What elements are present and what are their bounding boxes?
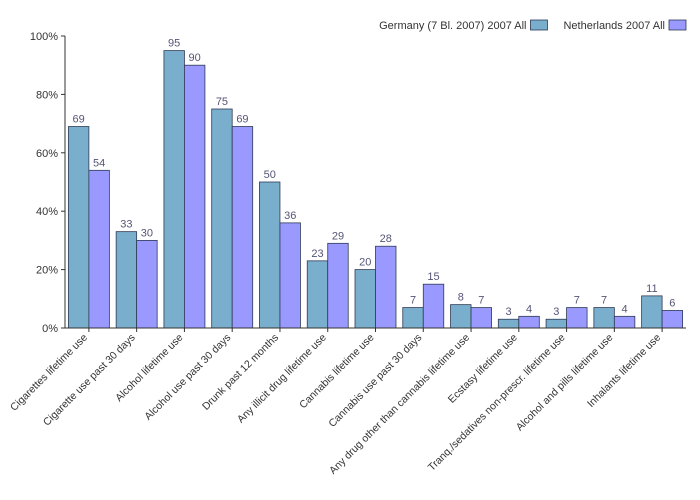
data-label: 30 <box>141 227 153 239</box>
legend-swatch <box>668 19 687 31</box>
bar-germany <box>115 231 138 329</box>
bar-germany <box>641 295 663 329</box>
legend-label: Germany (7 Bl. 2007) 2007 All <box>379 20 526 32</box>
data-label: 3 <box>553 306 559 318</box>
y-tick-label: 0% <box>42 323 58 335</box>
bar-germany <box>545 318 567 329</box>
bar-netherlands <box>661 310 684 329</box>
data-label: 90 <box>189 52 201 64</box>
y-tick-label: 100% <box>30 31 58 43</box>
bar-germany <box>593 307 615 329</box>
bar-germany <box>450 304 472 329</box>
bar-germany <box>306 260 329 329</box>
bar-netherlands <box>566 307 588 329</box>
bar-netherlands <box>88 169 110 329</box>
y-tick-label: 60% <box>36 148 58 160</box>
data-label: 7 <box>478 295 484 307</box>
x-tick-label: Cannabis use past 30 days <box>326 332 424 430</box>
data-label: 28 <box>380 233 392 245</box>
data-label: 7 <box>410 295 416 307</box>
data-label: 29 <box>332 230 344 242</box>
data-label: 4 <box>526 303 532 315</box>
data-label: 7 <box>574 295 580 307</box>
bar-netherlands <box>470 307 492 329</box>
bar-germany <box>211 108 233 329</box>
data-label: 69 <box>73 114 85 126</box>
bar-netherlands <box>327 242 349 329</box>
bar-germany <box>259 181 281 329</box>
x-tick-label: Any illicit drug lifetime use <box>235 332 329 426</box>
bar-netherlands <box>375 245 397 329</box>
bar-netherlands <box>231 126 254 329</box>
data-label: 36 <box>284 210 296 222</box>
y-tick-label: 20% <box>36 265 58 277</box>
data-label: 6 <box>669 297 675 309</box>
data-label: 20 <box>359 257 371 269</box>
bar-germany <box>354 269 376 329</box>
bar-netherlands <box>136 239 158 329</box>
data-label: 75 <box>216 96 228 108</box>
legend-swatch <box>530 19 548 31</box>
data-label: 33 <box>120 219 132 231</box>
x-tick-label: Alcohol and pills lifetime use <box>514 332 616 434</box>
data-label: 95 <box>168 38 180 50</box>
data-label: 4 <box>622 303 628 315</box>
y-ticks: 0% 20% 40% 60% 80% 100% <box>30 31 65 335</box>
y-tick-label: 40% <box>36 206 58 218</box>
data-label: 23 <box>311 248 323 260</box>
bar-netherlands <box>613 315 636 329</box>
legend: Netherlands 2007 All Germany (7 Bl. 2007)… <box>379 19 687 32</box>
bar-germany <box>402 307 424 329</box>
data-label: 15 <box>427 271 439 283</box>
bar-germany <box>497 318 520 329</box>
bar-germany <box>163 50 185 329</box>
bar-netherlands <box>518 315 540 329</box>
x-tick-label: Cigarette use past 30 days <box>41 332 138 429</box>
value-labels: 69 54 33 30 95 90 75 69 50 36 23 29 20 28 7 15 8 7 3 4 3 7 7 4 1… <box>73 38 676 319</box>
data-label: 69 <box>236 114 248 126</box>
data-label: 50 <box>264 169 276 181</box>
bars <box>67 50 684 329</box>
legend-label: Netherlands 2007 All <box>563 20 665 32</box>
bar-netherlands <box>422 283 445 329</box>
data-label: 11 <box>646 283 657 295</box>
x-tick-label: Alcohol use past 30 days <box>142 332 233 423</box>
data-label: 54 <box>93 157 105 169</box>
bar-germany <box>67 126 90 329</box>
data-label: 3 <box>505 306 511 318</box>
bar-netherlands <box>184 64 206 329</box>
x-tick-label: Cigarettes lifetime use <box>8 332 90 414</box>
data-label: 8 <box>458 292 464 304</box>
bar-netherlands <box>279 222 301 329</box>
data-label: 7 <box>601 295 607 307</box>
y-tick-label: 80% <box>36 89 58 101</box>
